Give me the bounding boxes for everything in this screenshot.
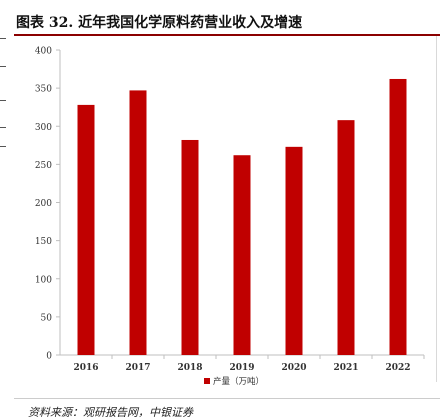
page-edge-marks	[0, 0, 8, 416]
bar-2022	[389, 78, 407, 355]
y-tick-label: 300	[35, 123, 52, 133]
x-tick-label: 2016	[73, 363, 98, 373]
figure-title-row: 图表 32. 近年我国化学原料药营业收入及增速	[16, 8, 440, 34]
bar-2020	[285, 146, 303, 355]
y-tick-label: 350	[35, 85, 52, 95]
bar-2019	[233, 155, 251, 355]
x-tick-label: 2021	[333, 363, 358, 373]
bar-2016	[77, 104, 95, 356]
y-tick-label: 150	[35, 237, 52, 247]
bar-2018	[181, 139, 199, 355]
x-tick-label: 2017	[125, 363, 150, 373]
x-tick-label: 2018	[177, 363, 202, 373]
bar-chart: 0 50 100 150 200 250 300 350 400 2016 2017 2018 2019…	[35, 47, 425, 387]
y-tick-label: 200	[35, 199, 52, 209]
title-underline	[14, 34, 440, 36]
bar-2017	[129, 90, 147, 355]
edge-mark	[0, 127, 6, 128]
edge-mark	[0, 146, 6, 147]
y-tick-label: 0	[46, 352, 52, 362]
legend-label: 产量（万吨）	[213, 376, 264, 387]
figure-title: 图表 32. 近年我国化学原料药营业收入及增速	[16, 15, 303, 31]
x-tick-label: 2020	[281, 363, 306, 373]
figure-source: 资料来源：观研报告网，中银证券	[28, 406, 193, 419]
y-tick-label: 50	[41, 313, 53, 323]
x-tick-label: 2022	[385, 363, 410, 373]
legend-swatch	[204, 378, 210, 384]
y-tick-label: 100	[35, 275, 52, 285]
bar-2021	[337, 120, 355, 356]
edge-mark	[0, 66, 6, 67]
edge-mark	[0, 100, 6, 101]
plot-frame	[20, 36, 437, 382]
x-tick-label: 2019	[229, 363, 254, 373]
bottom-divider	[14, 398, 440, 399]
y-tick-label: 250	[35, 161, 52, 171]
y-tick-label: 400	[35, 47, 52, 57]
edge-mark	[0, 38, 6, 39]
